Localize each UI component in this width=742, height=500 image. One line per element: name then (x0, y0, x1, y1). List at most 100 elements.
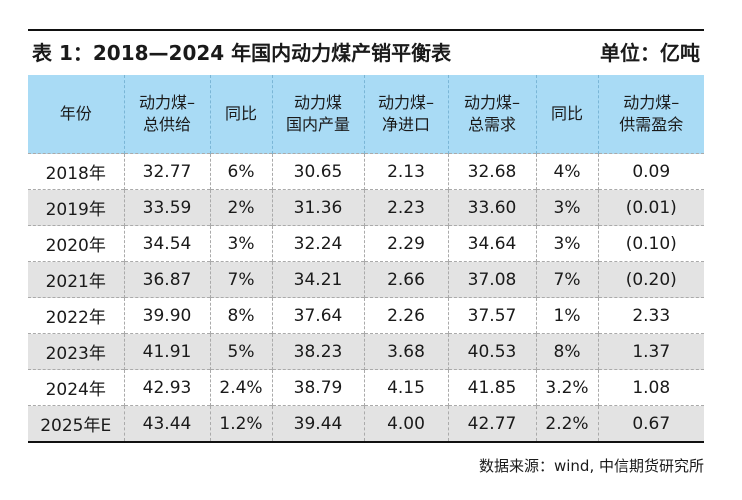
value-cell: 1% (535, 297, 598, 334)
column-header-line: 总供给 (142, 115, 191, 134)
column-header-line: 年份 (59, 104, 92, 123)
value-cell: 39.90 (123, 297, 210, 334)
year-cell: 2022年 (28, 297, 124, 334)
header-row: 年份 动力煤– 总供给 同比 动力煤 国内产量 动力煤– 净进口 动力煤– 总需求 同比 动力煤– 供需… (28, 75, 704, 154)
year-cell: 2021年 (28, 261, 124, 298)
unit-label: 单位：亿吨 (600, 41, 700, 65)
value-cell: 32.68 (447, 153, 536, 190)
value-cell: 2.23 (363, 189, 448, 226)
value-cell: 7% (209, 261, 272, 298)
value-cell: 38.23 (271, 333, 364, 370)
column-header-line: 总需求 (467, 115, 516, 134)
value-cell: 6% (209, 153, 272, 190)
value-cell: 1.37 (597, 333, 704, 370)
value-cell: 1.2% (209, 405, 272, 443)
year-cell: 2019年 (28, 189, 124, 226)
table-row: 2025年E 43.44 1.2% 39.44 4.00 42.77 2.2% 0.67 (28, 405, 704, 443)
value-cell: 1.08 (597, 369, 704, 406)
value-cell: 2% (209, 189, 272, 226)
top-rule (28, 29, 704, 31)
coal-balance-table: 年份 动力煤– 总供给 同比 动力煤 国内产量 动力煤– 净进口 动力煤– 总需求 同比 动力煤– 供需… (28, 75, 704, 443)
value-cell: 34.64 (447, 225, 536, 262)
value-cell: 31.36 (271, 189, 364, 226)
column-header: 同比 (535, 75, 598, 154)
value-cell: 42.93 (123, 369, 210, 406)
value-cell: 5% (209, 333, 272, 370)
value-cell: 2.33 (597, 297, 704, 334)
value-cell: 4.15 (363, 369, 448, 406)
title-row: 表 1：2018—2024 年国内动力煤产销平衡表 单位：亿吨 (28, 37, 704, 69)
value-cell: 33.60 (447, 189, 536, 226)
year-cell: 2018年 (28, 153, 124, 190)
value-cell: 33.59 (123, 189, 210, 226)
value-cell: (0.10) (597, 225, 704, 262)
value-cell: 39.44 (271, 405, 364, 443)
value-cell: 2.4% (209, 369, 272, 406)
table-row: 2024年 42.93 2.4% 38.79 4.15 41.85 3.2% 1.08 (28, 369, 704, 406)
value-cell: 37.57 (447, 297, 536, 334)
value-cell: 2.13 (363, 153, 448, 190)
table-row: 2020年 34.54 3% 32.24 2.29 34.64 3% (0.10) (28, 225, 704, 262)
value-cell: 8% (535, 333, 598, 370)
value-cell: 32.77 (123, 153, 210, 190)
value-cell: 7% (535, 261, 598, 298)
column-header: 动力煤 国内产量 (271, 75, 364, 154)
value-cell: 41.91 (123, 333, 210, 370)
column-header-line: 动力煤– (623, 93, 680, 112)
year-cell: 2023年 (28, 333, 124, 370)
value-cell: 8% (209, 297, 272, 334)
value-cell: 2.29 (363, 225, 448, 262)
table-row: 2018年 32.77 6% 30.65 2.13 32.68 4% 0.09 (28, 153, 704, 190)
value-cell: 37.64 (271, 297, 364, 334)
year-cell: 2024年 (28, 369, 124, 406)
column-header-line: 动力煤– (377, 93, 434, 112)
column-header-line: 净进口 (381, 115, 430, 134)
value-cell: 3.2% (535, 369, 598, 406)
value-cell: 38.79 (271, 369, 364, 406)
value-cell: 43.44 (123, 405, 210, 443)
value-cell: 0.67 (597, 405, 704, 443)
table-row: 2022年 39.90 8% 37.64 2.26 37.57 1% 2.33 (28, 297, 704, 334)
column-header: 动力煤– 净进口 (363, 75, 448, 154)
column-header: 动力煤– 总需求 (447, 75, 536, 154)
column-header: 年份 (28, 75, 124, 154)
value-cell: 37.08 (447, 261, 536, 298)
value-cell: 32.24 (271, 225, 364, 262)
table-row: 2019年 33.59 2% 31.36 2.23 33.60 3% (0.01) (28, 189, 704, 226)
value-cell: 3.68 (363, 333, 448, 370)
table-title: 表 1：2018—2024 年国内动力煤产销平衡表 (32, 41, 452, 65)
value-cell: 34.21 (271, 261, 364, 298)
column-header: 同比 (209, 75, 272, 154)
column-header-line: 动力煤– (463, 93, 520, 112)
table-row: 2021年 36.87 7% 34.21 2.66 37.08 7% (0.20) (28, 261, 704, 298)
value-cell: 40.53 (447, 333, 536, 370)
column-header: 动力煤– 总供给 (123, 75, 210, 154)
value-cell: 30.65 (271, 153, 364, 190)
value-cell: 3% (209, 225, 272, 262)
year-cell: 2025年E (28, 405, 124, 443)
value-cell: 3% (535, 225, 598, 262)
value-cell: 0.09 (597, 153, 704, 190)
value-cell: 2.26 (363, 297, 448, 334)
value-cell: 36.87 (123, 261, 210, 298)
table-body: 2018年 32.77 6% 30.65 2.13 32.68 4% 0.09 2019年 33.… (28, 153, 704, 443)
value-cell: 3% (535, 189, 598, 226)
column-header-line: 供需盈余 (619, 115, 684, 134)
value-cell: 2.66 (363, 261, 448, 298)
value-cell: 4% (535, 153, 598, 190)
column-header-line: 动力煤 (293, 93, 342, 112)
column-header-line: 国内产量 (285, 115, 350, 134)
table-row: 2023年 41.91 5% 38.23 3.68 40.53 8% 1.37 (28, 333, 704, 370)
value-cell: (0.20) (597, 261, 704, 298)
source-note: 数据来源：wind, 中信期货研究所 (478, 457, 704, 475)
value-cell: 2.2% (535, 405, 598, 443)
column-header-line: 同比 (550, 104, 583, 123)
column-header-line: 同比 (224, 104, 257, 123)
year-cell: 2020年 (28, 225, 124, 262)
column-header-line: 动力煤– (138, 93, 195, 112)
value-cell: (0.01) (597, 189, 704, 226)
column-header: 动力煤– 供需盈余 (597, 75, 704, 154)
value-cell: 4.00 (363, 405, 448, 443)
value-cell: 41.85 (447, 369, 536, 406)
value-cell: 42.77 (447, 405, 536, 443)
